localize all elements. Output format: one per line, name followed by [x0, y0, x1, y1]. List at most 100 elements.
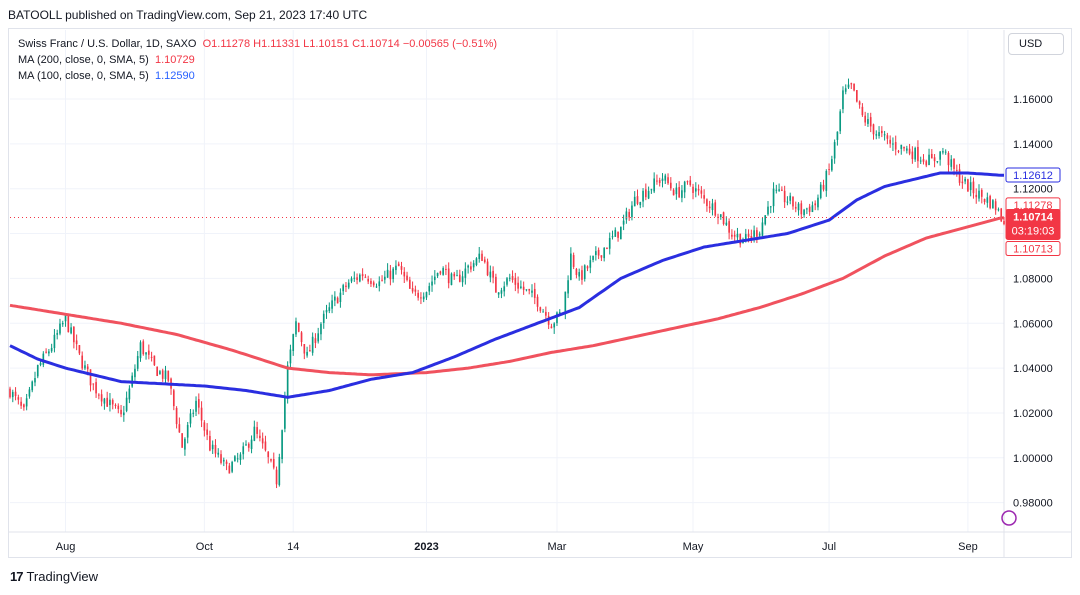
candle-body [339, 292, 342, 302]
candle-body [492, 270, 494, 278]
candle-body [172, 390, 175, 407]
candle-body [700, 190, 703, 194]
candle-body [625, 211, 628, 220]
candle-body [617, 231, 619, 238]
candle-body [186, 424, 189, 438]
candle-body [203, 422, 206, 431]
y-tick-label: 1.12000 [1013, 184, 1053, 196]
candle-body [872, 124, 875, 135]
candle-body [989, 196, 991, 209]
candle-body [67, 315, 70, 333]
candle-body [650, 189, 653, 191]
candle-body [136, 356, 139, 369]
ma200-label: MA (200, close, 0, SMA, 5) [18, 54, 149, 66]
candle-body [236, 458, 239, 460]
candle-body [869, 117, 872, 127]
candle-body [303, 344, 306, 354]
candle-body [197, 399, 200, 408]
candle-body [644, 189, 647, 198]
candle-body [370, 280, 372, 284]
candle-body [9, 388, 11, 398]
candle-body [89, 369, 92, 386]
candle-body [458, 274, 461, 282]
candle-body [295, 321, 297, 335]
candle-body [525, 289, 528, 291]
candle-body [847, 84, 850, 88]
candle-body [825, 170, 828, 191]
candle-body [433, 276, 436, 281]
candle-body [117, 405, 120, 410]
candle-body [145, 352, 147, 355]
x-tick-label: Sep [958, 541, 978, 553]
candle-body [961, 181, 964, 184]
candle-body [259, 435, 261, 439]
candle-body [209, 435, 211, 451]
candle-body [114, 404, 117, 407]
candle-body [56, 333, 59, 335]
candle-body [733, 234, 736, 237]
candle-body [578, 272, 581, 277]
candle-body [211, 444, 214, 450]
footer[interactable]: 17 TradingView [10, 569, 98, 584]
candle-body [231, 461, 233, 472]
candle-body [425, 292, 428, 298]
candle-body [681, 190, 683, 198]
legend-ma100-row[interactable]: MA (100, close, 0, SMA, 5) 1.12590 [18, 68, 497, 84]
candle-body [367, 278, 370, 282]
price-tag-label: 1.12612 [1013, 170, 1053, 182]
candle-body [156, 366, 158, 376]
candle-body [181, 433, 183, 448]
candle-body [769, 206, 772, 208]
legend-ma200-row[interactable]: MA (200, close, 0, SMA, 5) 1.10729 [18, 52, 497, 68]
candle-body [911, 151, 914, 160]
candle-body [597, 249, 600, 256]
candle-body [309, 350, 311, 352]
candle-body [45, 351, 47, 353]
candle-body [664, 175, 667, 181]
candle-body [36, 365, 39, 377]
candle-body [583, 265, 586, 279]
candle-body [811, 205, 814, 213]
candle-body [317, 333, 320, 342]
candle-body [767, 206, 769, 215]
candle-body [184, 438, 186, 450]
candle-body [139, 342, 142, 359]
candle-body [31, 381, 34, 391]
x-tick-label: 2023 [414, 541, 438, 553]
candle-body [822, 184, 825, 190]
candle-body [397, 263, 400, 267]
candle-body [642, 190, 644, 202]
candle-body [533, 288, 536, 298]
candle-body [925, 161, 928, 166]
chart-frame[interactable] [8, 28, 1072, 558]
candle-body [536, 296, 539, 307]
candle-body [270, 459, 272, 461]
candle-body [739, 233, 742, 245]
candle-body [708, 206, 711, 209]
candle-body [550, 326, 553, 329]
candle-body [539, 307, 542, 311]
candle-body [567, 280, 569, 294]
candle-body [589, 260, 592, 268]
candle-body [592, 255, 594, 260]
candle-body [408, 279, 411, 289]
candle-body [150, 356, 153, 358]
candle-body [758, 233, 761, 236]
currency-button[interactable]: USD [1008, 33, 1064, 55]
candle-body [153, 355, 156, 366]
candle-body [722, 212, 725, 224]
candle-body [195, 400, 197, 412]
candle-body [489, 271, 492, 278]
candle-body [86, 366, 89, 370]
candle-body [247, 443, 250, 448]
symbol-name[interactable]: Swiss Franc / U.S. Dollar, 1D, SAXO [18, 38, 197, 50]
candle-body [953, 158, 955, 169]
candle-body [744, 234, 747, 240]
candle-body [761, 222, 764, 236]
candle-body [359, 274, 361, 282]
candle-body [361, 274, 364, 277]
candle-body [958, 169, 961, 183]
candle-body [520, 286, 522, 288]
candle-body [95, 382, 97, 394]
